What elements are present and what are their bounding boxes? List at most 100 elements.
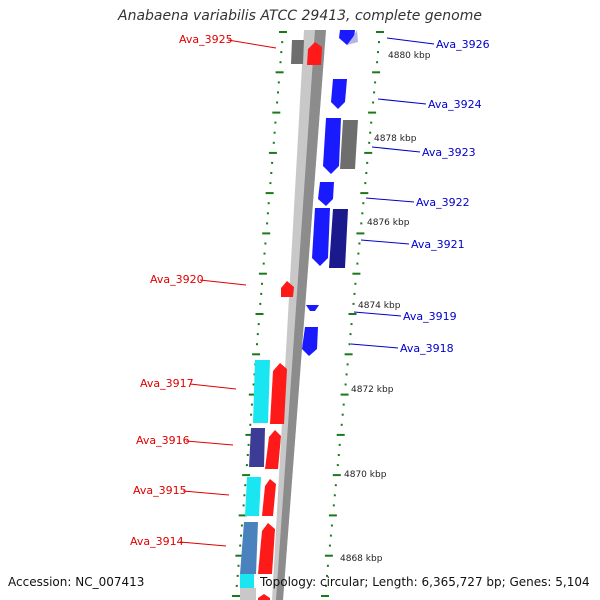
right-tick-mark [337,454,340,456]
left-tick-mark [279,61,282,64]
left-tick-mark [275,71,284,74]
right-tick-mark [342,403,345,406]
right-tick-mark [360,222,363,225]
gene-ava-3916[interactable] [265,430,281,469]
leader-ava-3925 [227,39,277,49]
gene-ava-3925-grey[interactable] [291,40,304,64]
gene-ava-3921[interactable] [312,208,330,266]
right-tick-mark [368,141,371,144]
right-tick-mark [332,474,341,477]
right-gene-label[interactable]: Ava_3924 [428,98,482,111]
right-tick-mark [345,373,348,376]
left-tick-mark [270,172,273,174]
left-gene-label[interactable]: Ava_3914 [130,535,184,548]
left-tick-mark [252,383,255,386]
left-tick-mark [281,41,284,44]
gene-ava-3917-cyan[interactable] [253,360,270,423]
gene-ava-3915[interactable] [262,479,276,516]
right-tick-mark [332,504,335,507]
scale-label: 4872 kbp [351,385,394,395]
left-gene-label[interactable]: Ava_3925 [179,33,233,46]
left-tick-mark [255,313,264,315]
right-gene-label[interactable]: Ava_3918 [400,342,454,355]
gene-bottom-red[interactable] [258,594,270,600]
right-tick-mark [362,202,365,205]
left-tick-mark [259,302,262,305]
right-tick-mark [326,564,329,567]
left-tick-mark [249,423,252,426]
right-tick-mark [365,172,368,174]
scale-label: 4876 kbp [367,218,410,228]
right-tick-mark [328,544,331,547]
right-gene-label[interactable]: Ava_3926 [436,38,490,51]
left-tick-mark [266,212,269,215]
right-tick-mark [353,292,356,295]
right-tick-mark [348,313,357,315]
right-tick-mark [349,333,352,336]
left-gene-label[interactable]: Ava_3920 [150,273,204,286]
gene-ava-3918[interactable] [302,327,318,356]
left-gene-label[interactable]: Ava_3916 [136,434,190,447]
leader-ava-3921 [360,239,410,245]
right-tick-mark [344,353,353,356]
right-tick-mark [370,121,373,124]
right-tick-mark [321,595,329,597]
gene-ava-3922[interactable] [318,182,334,206]
right-tick-mark [338,443,341,446]
scale-label: 4878 kbp [374,134,417,144]
gene-bottom-cyan[interactable] [240,574,254,588]
right-tick-mark [374,81,377,84]
left-tick-mark [242,504,245,507]
right-tick-mark [325,584,327,587]
leader-ava-3926 [386,37,435,45]
gene-ava-3926-tail[interactable] [347,30,358,45]
left-tick-mark [274,121,277,124]
left-gene-label[interactable]: Ava_3917 [140,377,194,390]
gene-ava-3917[interactable] [270,363,287,424]
left-tick-mark [232,595,240,597]
right-tick-mark [361,212,364,215]
gene-ava-3926[interactable] [339,30,355,45]
left-tick-mark [263,252,266,255]
left-tick-mark [248,393,257,396]
gene-ava-3921-navy[interactable] [329,209,348,268]
left-gene-label[interactable]: Ava_3915 [133,484,187,497]
gene-ava-3923-grey[interactable] [340,120,358,169]
right-tick-mark [324,554,333,557]
left-tick-mark [240,524,243,527]
right-tick-mark [340,423,343,426]
gene-ava-3925[interactable] [307,42,322,65]
leader-ava-3924 [377,98,427,105]
right-tick-mark [357,252,360,255]
left-tick-mark [267,202,270,205]
right-tick-mark [368,111,377,114]
left-tick-mark [250,413,253,416]
left-tick-mark [243,494,246,497]
gene-ava-3914[interactable] [258,523,275,574]
leader-ava-3914 [179,541,227,547]
right-tick-mark [328,514,337,517]
gene-ava-3920[interactable] [281,281,294,297]
right-gene-label[interactable]: Ava_3919 [403,310,457,323]
gene-ava-3924[interactable] [331,79,347,109]
gene-ava-3915-cyan[interactable] [245,477,261,516]
right-gene-label[interactable]: Ava_3923 [422,146,476,159]
right-tick-mark [369,131,372,134]
right-tick-mark [376,61,379,64]
left-tick-mark [250,403,253,406]
right-tick-mark [336,464,339,467]
gene-bottom-grey[interactable] [240,588,256,600]
gene-ava-3919[interactable] [306,305,319,311]
gene-ava-3923[interactable] [323,118,341,174]
right-gene-label[interactable]: Ava_3921 [411,238,465,251]
leader-ava-3922 [365,197,415,203]
right-tick-mark [352,272,361,275]
left-tick-mark [257,323,260,326]
gene-ava-3916-navy[interactable] [249,428,265,467]
right-gene-label[interactable]: Ava_3922 [416,196,470,209]
left-tick-mark [247,443,250,446]
right-tick-mark [326,574,328,577]
left-tick-mark [280,51,283,54]
right-tick-track [321,31,384,597]
gene-ava-3914-steel[interactable] [240,522,258,574]
